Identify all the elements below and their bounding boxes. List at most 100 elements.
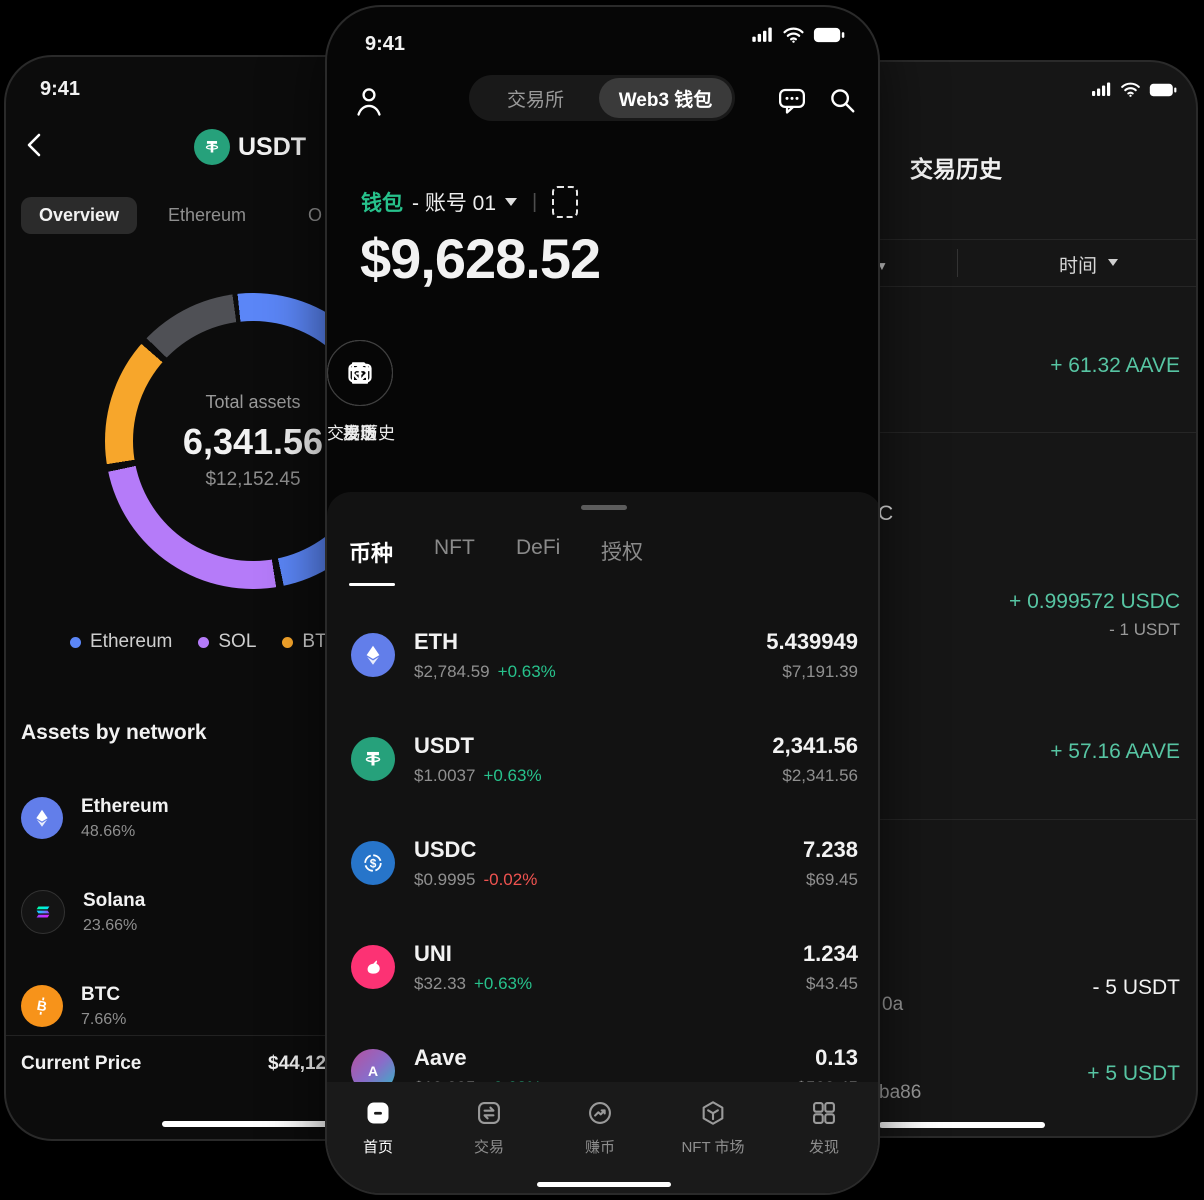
coin-row-usdc[interactable]: $ USDC $0.9995 -0.02% 7.238 $69.45 (351, 811, 858, 915)
network-percent: 48.66% (81, 822, 136, 840)
total-assets-amount: 6,341.56 (182, 420, 324, 462)
filter-fragment-caret[interactable]: ▼ (876, 259, 888, 273)
tab-nft[interactable]: NFT (434, 536, 475, 559)
scan-icon[interactable] (552, 186, 579, 218)
coin-value: $7,191.39 (782, 661, 858, 681)
coin-amount: 2,341.56 (772, 732, 858, 758)
tab-coins[interactable]: 币种 (349, 541, 394, 566)
status-time: 9:41 (40, 78, 81, 100)
divider (800, 819, 1196, 820)
nav-trade[interactable]: 交易 (444, 1098, 534, 1157)
wallet-account-selector[interactable]: 钱包 - 账号 01 | (361, 186, 579, 218)
tab-exchange[interactable]: 交易所 (506, 89, 564, 111)
divider (6, 1035, 522, 1036)
coin-symbol: UNI (414, 940, 452, 966)
drag-handle[interactable] (581, 505, 627, 510)
segmented-control: 交易所 Web3 钱包 (469, 75, 735, 121)
coin-amount: 0.13 (815, 1044, 858, 1070)
home-indicator (879, 1122, 1045, 1128)
nav-nft-market[interactable]: NFT 市场 (668, 1098, 758, 1157)
search-icon[interactable] (827, 85, 857, 115)
earn-icon (555, 1098, 645, 1128)
svg-text:A: A (368, 1063, 378, 1079)
tx-amount: - 5 USDT (1092, 976, 1180, 999)
back-button[interactable] (22, 130, 48, 160)
section-title: Assets by network (21, 721, 207, 744)
svg-text:B: B (36, 998, 48, 1015)
solana-icon (21, 890, 65, 934)
status-icons (752, 27, 845, 43)
trade-icon (444, 1098, 534, 1128)
coin-row-eth[interactable]: ETH $2,784.59 +0.63% 5.439949 $7,191.39 (351, 603, 858, 707)
page-title: USDT (238, 133, 307, 161)
coin-amount: 5.439949 (766, 628, 858, 654)
tx-amount: + 0.999572 USDC (1008, 590, 1180, 613)
coin-price: $2,784.59 (414, 661, 490, 681)
coin-price: $32.33 (414, 973, 466, 993)
tab-web3-wallet[interactable]: Web3 钱包 (599, 78, 732, 118)
assets-sheet: 币种 NFT DeFi 授权 ETH $2,784.59 +0.63% 5.439… (327, 492, 878, 1193)
tx-fragment: 0a (882, 994, 904, 1015)
current-price-value: $44,12 (268, 1053, 327, 1074)
coin-price: $0.9995 (414, 869, 476, 889)
network-row-solana[interactable]: Solana 23.66% (21, 881, 441, 943)
network-row-ethereum[interactable]: Ethereum 48.66% (21, 787, 441, 849)
tab-approvals[interactable]: 授权 (601, 541, 643, 564)
nav-home[interactable]: 首页 (333, 1098, 423, 1157)
tether-icon (194, 129, 230, 165)
coin-price: $1.0037 (414, 765, 476, 785)
coin-change: +0.63% (483, 765, 542, 785)
coin-symbol: USDT (414, 732, 474, 758)
legend-item-sol: SOL (198, 631, 256, 653)
coin-change: -0.02% (483, 869, 538, 889)
legend-item-ethereum: Ethereum (70, 631, 172, 653)
tab-defi[interactable]: DeFi (516, 536, 561, 559)
usdc-icon: $ (351, 841, 395, 885)
network-name: BTC (81, 983, 121, 1005)
coin-row-usdt[interactable]: USDT $1.0037 +0.63% 2,341.56 $2,341.56 (351, 707, 858, 811)
nav-discover[interactable]: 发现 (779, 1098, 869, 1157)
battery-icon (1149, 83, 1177, 96)
total-assets-fiat: $12,152.45 (205, 468, 301, 490)
battery-icon (813, 27, 845, 43)
chart-legend: Ethereum SOL BTC (70, 631, 340, 653)
network-name: Solana (83, 889, 146, 911)
home-indicator (162, 1121, 362, 1127)
tab-overview[interactable]: Overview (21, 197, 138, 234)
coin-amount: 1.234 (802, 940, 858, 966)
signal-icon (752, 27, 772, 42)
usdt-icon (351, 737, 395, 781)
wallet-label: 钱包 (361, 192, 403, 215)
chevron-down-icon (505, 198, 518, 206)
status-icons (1092, 82, 1177, 97)
coin-row-uni[interactable]: UNI $32.33 +0.63% 1.234 $43.45 (351, 915, 858, 1019)
coin-symbol: USDC (414, 836, 477, 862)
wallet-home-screen: 9:41 交易所 Web3 钱包 钱包 - 账号 01 | $9,628.52 … (325, 5, 880, 1195)
filter-bar: ▼ 时间 (800, 239, 1196, 287)
current-price-label: Current Price (21, 1053, 142, 1074)
page-title: 交易历史 (910, 156, 1002, 182)
signal-icon (1092, 82, 1111, 96)
nav-earn[interactable]: 赚币 (555, 1098, 645, 1157)
chat-icon[interactable] (777, 85, 807, 115)
network-percent: 7.66% (81, 1010, 127, 1028)
svg-text:$: $ (370, 856, 377, 870)
legend-dot-ethereum (70, 636, 81, 648)
legend-dot-btc (282, 636, 294, 648)
wifi-icon (783, 27, 804, 43)
wifi-icon (1121, 82, 1140, 97)
history-button[interactable]: 交易历史 (327, 340, 395, 444)
tx-amount: + 5 USDT (1087, 1062, 1180, 1085)
legend-label: SOL (218, 631, 257, 652)
profile-icon[interactable] (354, 85, 384, 117)
total-balance: $9,628.52 (360, 227, 601, 290)
tx-fragment: C (878, 502, 894, 525)
coin-symbol: Aave (414, 1044, 467, 1070)
divider (800, 432, 1196, 433)
time-filter[interactable]: 时间 (1059, 256, 1098, 277)
network-name: Ethereum (81, 795, 169, 817)
tab-next-partial[interactable]: O (308, 205, 323, 225)
network-row-btc[interactable]: B BTC 7.66% (21, 975, 441, 1037)
tab-ethereum[interactable]: Ethereum (168, 205, 247, 225)
separator: | (532, 190, 538, 213)
